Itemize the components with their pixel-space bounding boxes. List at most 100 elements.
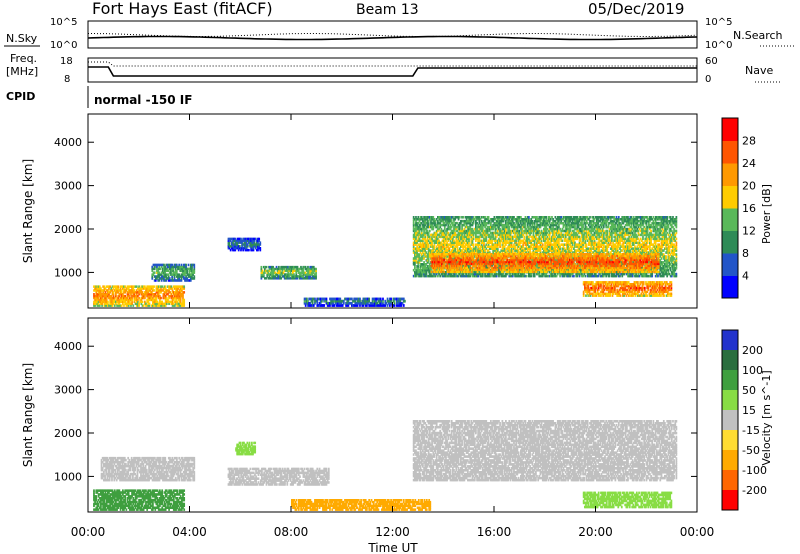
scatter-cell xyxy=(589,251,591,254)
scatter-cell xyxy=(414,272,416,276)
scatter-cell xyxy=(426,233,429,237)
scatter-cell xyxy=(183,285,186,288)
scatter-cell xyxy=(484,231,486,235)
scatter-cell xyxy=(147,300,150,304)
scatter-cell xyxy=(563,239,566,243)
scatter-cell xyxy=(168,296,170,300)
scatter-cell xyxy=(412,261,415,264)
scatter-cell xyxy=(437,221,439,225)
scatter-cell xyxy=(431,245,433,248)
scatter-cell xyxy=(478,219,481,223)
scatter-cell xyxy=(510,231,513,235)
scatter-cell xyxy=(535,219,537,223)
scatter-cell xyxy=(443,221,446,225)
scatter-cell xyxy=(126,304,129,307)
scatter-cell xyxy=(478,247,481,250)
scatter-cell xyxy=(438,218,440,221)
scatter-cell xyxy=(521,227,523,231)
scatter-cell xyxy=(584,225,587,229)
scatter-cell xyxy=(430,245,432,248)
scatter-cell xyxy=(426,225,429,229)
scatter-cell xyxy=(268,277,271,280)
scatter-cell xyxy=(483,241,485,245)
scatter-cell xyxy=(514,227,516,231)
scatter-cell xyxy=(521,251,523,254)
scatter-cell xyxy=(300,265,302,269)
scatter-cell xyxy=(499,229,501,233)
scatter-cell xyxy=(167,275,170,278)
scatter-cell xyxy=(464,274,467,278)
scatter-cell xyxy=(103,287,106,290)
scatter-cell xyxy=(269,273,272,276)
scatter-cell xyxy=(508,237,511,241)
scatter-cell xyxy=(582,216,584,219)
scatter-cell xyxy=(476,235,478,239)
scatter-cell xyxy=(454,245,457,248)
scatter-cell xyxy=(505,229,507,233)
scatter-cell xyxy=(453,218,455,221)
scatter-cell xyxy=(427,221,430,225)
scatter-cell xyxy=(448,225,451,229)
scatter-cell xyxy=(417,265,420,268)
scatter-cell xyxy=(437,251,439,254)
scatter-cell xyxy=(503,245,506,248)
scatter-cell xyxy=(590,239,593,243)
scatter-cell xyxy=(178,291,181,294)
scatter-cell xyxy=(543,237,545,241)
scatter-cell xyxy=(274,275,277,278)
scatter-cell xyxy=(437,229,439,233)
scatter-cell xyxy=(445,247,447,250)
scatter-cell xyxy=(180,269,183,273)
scatter-cell xyxy=(567,274,569,278)
scatter-cell xyxy=(513,245,515,248)
scatter-cell xyxy=(174,271,177,274)
scatter-cell xyxy=(161,271,164,274)
scatter-cell xyxy=(124,298,127,302)
scatter-cell xyxy=(310,269,313,273)
scatter-cell xyxy=(559,245,561,248)
scatter-cell xyxy=(128,302,131,305)
scatter-cell xyxy=(442,245,445,248)
scatter-cell xyxy=(490,231,492,235)
scatter-cell xyxy=(562,233,565,237)
scatter-cell xyxy=(440,245,443,248)
scatter-cell xyxy=(156,265,158,269)
scatter-cell xyxy=(162,294,165,298)
scatter-cell xyxy=(422,237,424,241)
scatter-cell xyxy=(232,243,234,246)
scatter-cell xyxy=(502,272,505,276)
scatter-cell xyxy=(462,272,465,276)
scatter-cell xyxy=(148,287,151,290)
scatter-cell xyxy=(516,225,519,229)
scatter-cell xyxy=(453,274,455,278)
scatter-cell xyxy=(117,294,120,298)
scatter-cell xyxy=(177,277,179,280)
scatter-cell xyxy=(518,218,521,221)
scatter-cell xyxy=(123,298,125,302)
scatter-cell xyxy=(424,251,427,254)
scatter-cell xyxy=(509,272,512,276)
scatter-cell xyxy=(431,233,433,237)
scatter-cell xyxy=(552,223,554,227)
scatter-cell xyxy=(420,265,423,268)
scatter-cell xyxy=(235,247,238,250)
scatter-cell xyxy=(140,289,143,292)
scatter-cell xyxy=(167,265,170,269)
scatter-cell xyxy=(157,289,160,292)
scatter-cell xyxy=(438,227,440,231)
scatter-cell xyxy=(546,241,549,245)
scatter-cell xyxy=(574,231,576,235)
scatter-cell xyxy=(515,249,518,252)
scatter-cell xyxy=(501,241,504,245)
scatter-cell xyxy=(448,227,451,231)
scatter-cell xyxy=(481,251,484,254)
scatter-cell xyxy=(570,247,573,250)
scatter-cell xyxy=(478,227,481,231)
scatter-cell xyxy=(560,251,563,254)
scatter-cell xyxy=(156,269,158,273)
scatter-cell xyxy=(593,249,596,252)
scatter-cell xyxy=(177,302,180,305)
scatter-cell xyxy=(307,269,309,273)
scatter-cell xyxy=(281,269,284,273)
scatter-cell xyxy=(538,247,541,250)
